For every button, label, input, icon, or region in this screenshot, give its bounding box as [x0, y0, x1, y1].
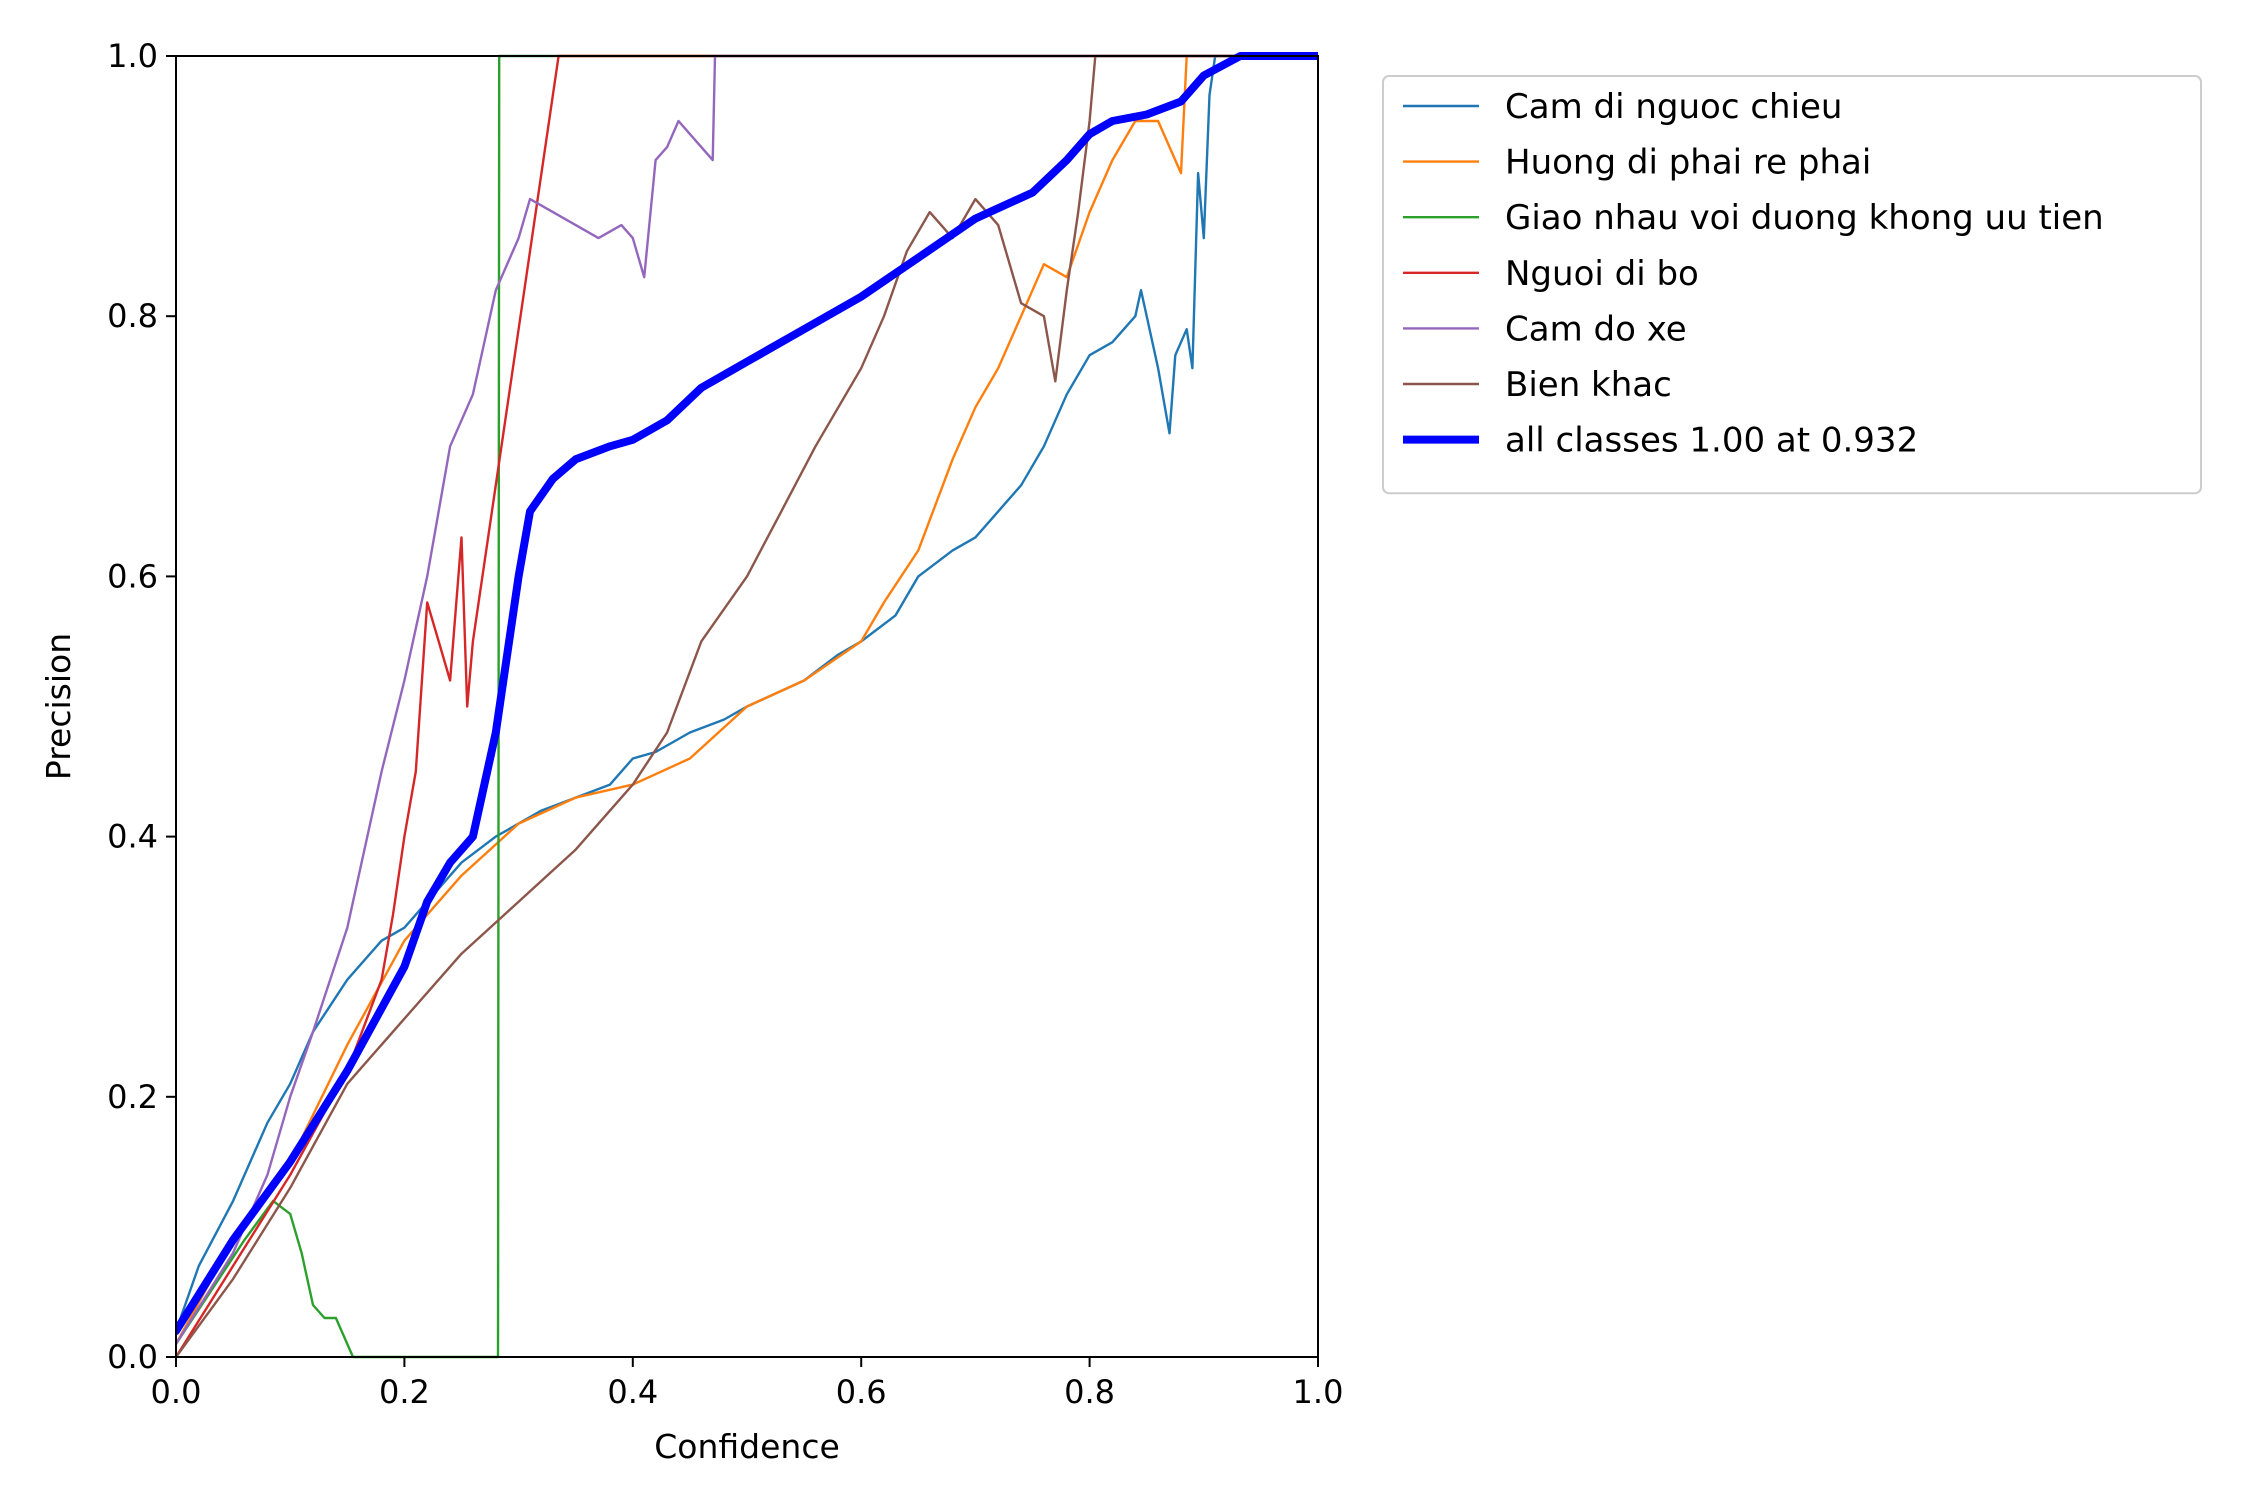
x-tick-label: 1.0 [1293, 1373, 1344, 1411]
y-tick-label: 1.0 [107, 37, 158, 75]
legend-entry: Bien khac [1505, 365, 1672, 405]
legend-entry: Nguoi di bo [1505, 254, 1699, 294]
x-tick-label: 0.2 [379, 1373, 430, 1411]
series-line-2 [176, 54, 1318, 1346]
x-tick-label: 0.6 [836, 1373, 887, 1411]
axes-frame [175, 55, 1319, 1358]
series-line-5 [176, 54, 1318, 1346]
y-axis-label: Precision [39, 633, 78, 780]
y-tick-label: 0.6 [107, 557, 158, 595]
y-tick-label: 0.0 [107, 1338, 158, 1376]
series-line-7 [176, 52, 1318, 1335]
y-tick-label: 0.8 [107, 297, 158, 335]
legend-box [1382, 75, 2202, 495]
x-axis-label: Confidence [654, 1427, 840, 1466]
legend-entry: all classes 1.00 at 0.932 [1505, 421, 1918, 461]
y-tick-label: 0.4 [107, 818, 158, 856]
legend-entry: Cam do xe [1505, 309, 1687, 349]
x-tick-label: 0.0 [151, 1373, 202, 1411]
x-tick-label: 0.8 [1064, 1373, 1115, 1411]
y-axis: 0.0 0.2 0.4 0.6 0.8 1.0 [107, 37, 176, 1376]
x-axis: 0.0 0.2 0.4 0.6 0.8 1.0 [151, 1357, 1344, 1411]
y-tick-label: 0.2 [107, 1078, 158, 1116]
legend-entry: Giao nhau voi duong khong uu tien [1505, 198, 2104, 238]
legend-entry: Cam di nguoc chieu [1505, 87, 1842, 127]
x-tick-label: 0.4 [607, 1373, 658, 1411]
series-line-1 [176, 54, 1318, 1333]
series-line-6 [176, 54, 1318, 1359]
plot-area [176, 52, 1318, 1359]
legend-entry: Huong di phai re phai [1505, 143, 1871, 183]
legend: Cam di nguoc chieu Huong di phai re phai G… [1382, 75, 2202, 495]
